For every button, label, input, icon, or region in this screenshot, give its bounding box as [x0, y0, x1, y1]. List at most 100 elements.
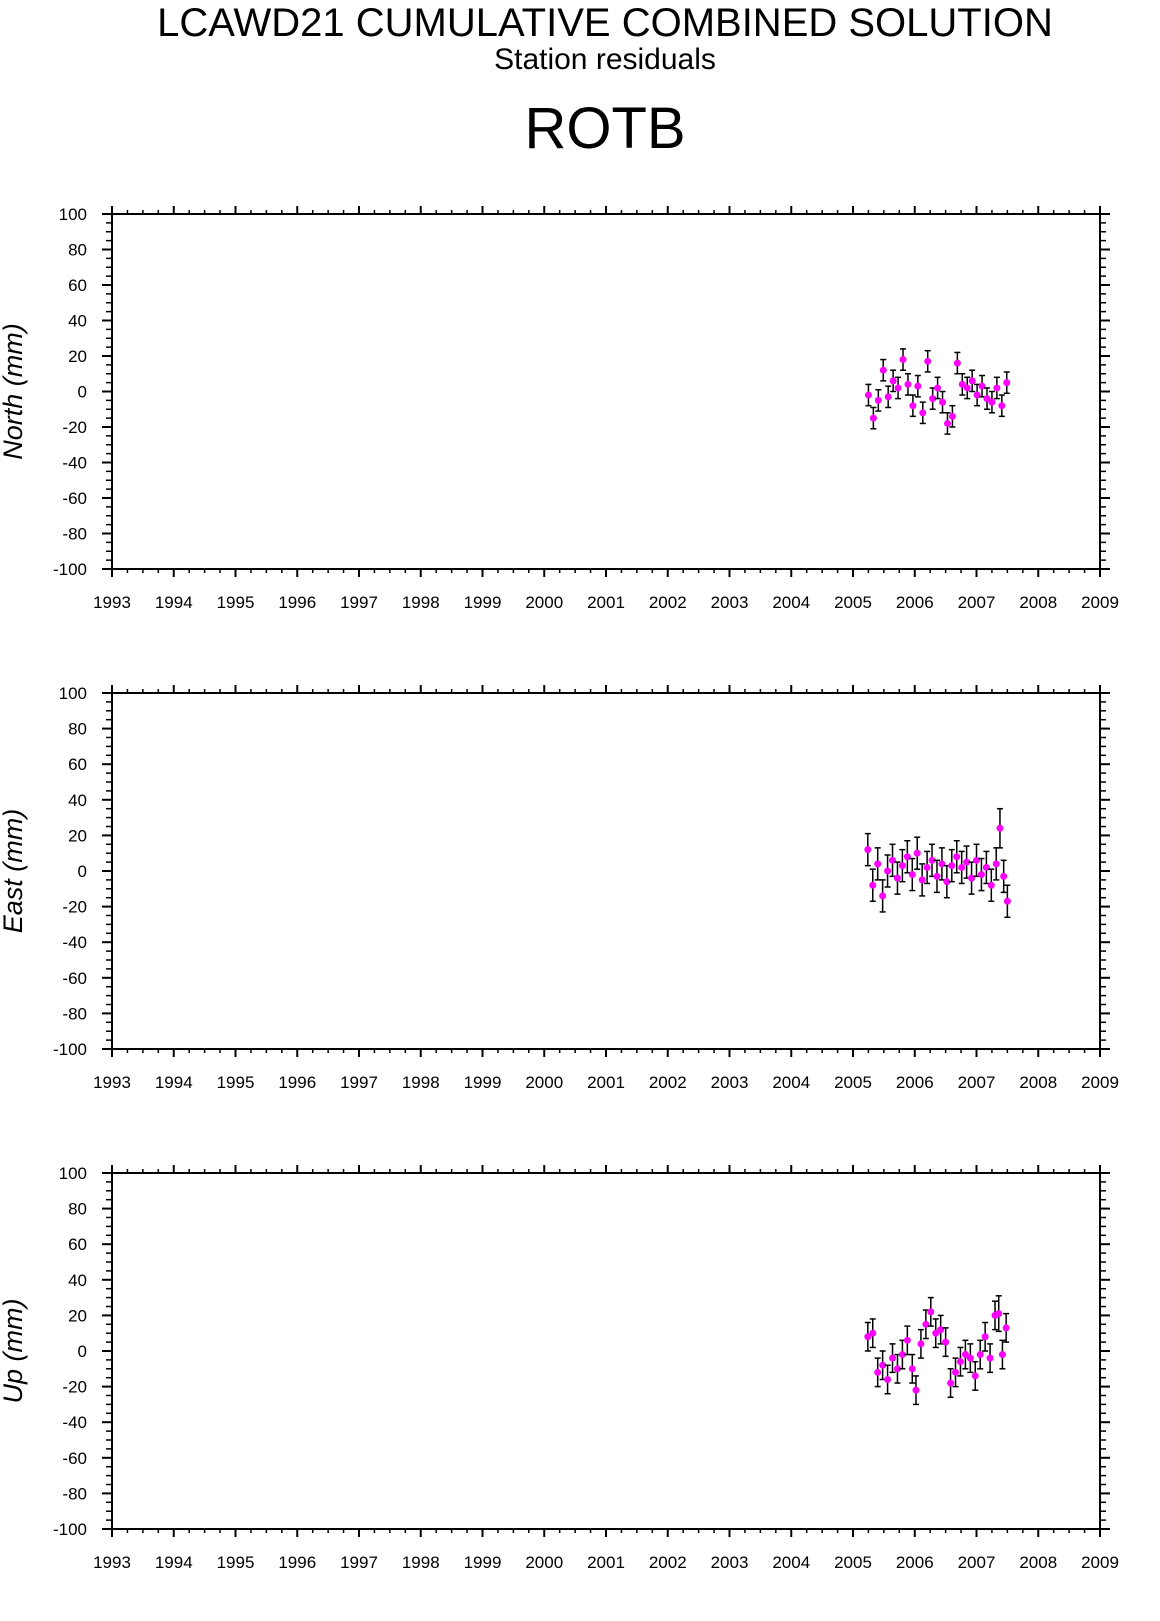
x-tick-label: 2002: [649, 593, 687, 612]
north-data-point: [924, 357, 932, 365]
x-tick-label: 1994: [155, 593, 193, 612]
up-data-point: [927, 1308, 935, 1316]
x-tick-label: 2008: [1019, 593, 1057, 612]
x-tick-label: 2005: [834, 1073, 872, 1092]
x-tick-label: 2006: [896, 1073, 934, 1092]
up-data-point: [874, 1368, 882, 1376]
y-tick-label: -60: [62, 1449, 87, 1468]
north-data-point: [874, 396, 882, 404]
x-tick-label: 2009: [1081, 593, 1119, 612]
north-data-point: [869, 414, 877, 422]
east-data-point: [928, 856, 936, 864]
x-tick-label: 1993: [93, 1553, 131, 1572]
x-tick-label: 2001: [587, 1073, 625, 1092]
north-data-point: [919, 409, 927, 417]
up-data-point: [952, 1368, 960, 1376]
y-tick-label: 60: [68, 1235, 87, 1254]
x-tick-label: 2003: [711, 593, 749, 612]
up-data-point: [966, 1354, 974, 1362]
east-data-point: [923, 863, 931, 871]
up-panel: 1993 1994 1995 1996 1997 1998 1999 2000 2001 2002…: [0, 1164, 1119, 1572]
up-data-point: [917, 1340, 925, 1348]
x-tick-label: 1993: [93, 1073, 131, 1092]
x-tick-label: 2007: [958, 1553, 996, 1572]
up-data-point: [908, 1365, 916, 1373]
up-data-point: [912, 1386, 920, 1394]
east-data-point: [884, 867, 892, 875]
north-data-point: [983, 395, 991, 403]
x-tick-label: 1996: [278, 593, 316, 612]
x-tick-label: 2007: [958, 1073, 996, 1092]
x-tick-label: 1995: [217, 1073, 255, 1092]
x-tick-label: 2000: [525, 1553, 563, 1572]
east-data-point: [893, 874, 901, 882]
north-data-point: [934, 384, 942, 392]
y-tick-label: 40: [68, 1271, 87, 1290]
east-data-point: [898, 862, 906, 870]
y-tick-label: 0: [78, 862, 87, 881]
east-data-point: [968, 874, 976, 882]
x-tick-label: 2000: [525, 593, 563, 612]
east-axis-label: East (mm): [0, 809, 28, 934]
y-tick-label: 0: [78, 383, 87, 402]
y-tick-label: -60: [62, 489, 87, 508]
up-data-point: [942, 1338, 950, 1346]
y-tick-label: 100: [59, 205, 87, 224]
y-tick-label: -80: [62, 1004, 87, 1023]
x-tick-label: 2005: [834, 1553, 872, 1572]
north-data-point: [914, 382, 922, 390]
north-plot-frame: [111, 213, 1101, 570]
y-tick-label: 80: [68, 1200, 87, 1219]
north-data-point: [899, 356, 907, 364]
y-tick-label: -20: [62, 1378, 87, 1397]
east-data-point: [869, 881, 877, 889]
x-tick-label: 1996: [278, 1073, 316, 1092]
x-tick-label: 2001: [587, 1553, 625, 1572]
x-tick-label: 2000: [525, 1073, 563, 1092]
x-tick-label: 2008: [1019, 1553, 1057, 1572]
up-data-point: [903, 1336, 911, 1344]
north-data-point: [958, 380, 966, 388]
x-tick-label: 1998: [402, 1073, 440, 1092]
east-data-point: [943, 878, 951, 886]
north-data-point: [948, 412, 956, 420]
east-data-point: [918, 876, 926, 884]
north-data-point: [939, 398, 947, 406]
north-data-point: [993, 384, 1001, 392]
x-tick-label: 1995: [217, 1553, 255, 1572]
up-data-point: [932, 1329, 940, 1337]
y-tick-label: -20: [62, 418, 87, 437]
up-data-point: [869, 1329, 877, 1337]
y-tick-label: -40: [62, 933, 87, 952]
north-data-point: [943, 419, 951, 427]
north-panel: 1993 1994 1995 1996 1997 1998 1999 2000 2001 2002…: [0, 205, 1119, 612]
east-data-point: [992, 860, 1000, 868]
x-tick-label: 1994: [155, 1553, 193, 1572]
east-data-point: [933, 872, 941, 880]
y-tick-label: -40: [62, 454, 87, 473]
y-tick-label: 80: [68, 241, 87, 260]
y-tick-label: 60: [68, 755, 87, 774]
x-tick-label: 1995: [217, 593, 255, 612]
up-data-point: [971, 1372, 979, 1380]
chart-subtitle: Station residuals: [494, 43, 716, 76]
y-tick-label: 20: [68, 1306, 87, 1325]
east-data-point: [982, 863, 990, 871]
y-tick-label: 100: [59, 1164, 87, 1183]
up-data-point: [976, 1351, 984, 1359]
east-data-point: [938, 860, 946, 868]
east-data-point: [1000, 872, 1008, 880]
y-tick-label: 40: [68, 312, 87, 331]
north-data-point: [978, 382, 986, 390]
x-tick-label: 2006: [896, 593, 934, 612]
x-tick-label: 2004: [772, 593, 810, 612]
north-data-point: [929, 395, 937, 403]
east-data-point: [1003, 897, 1011, 905]
east-data-point: [958, 863, 966, 871]
y-tick-label: 40: [68, 791, 87, 810]
east-data-point: [903, 853, 911, 861]
up-data-point: [1002, 1324, 1010, 1332]
north-data-point: [884, 393, 892, 401]
up-axis-label: Up (mm): [0, 1299, 28, 1404]
x-tick-label: 1998: [402, 593, 440, 612]
